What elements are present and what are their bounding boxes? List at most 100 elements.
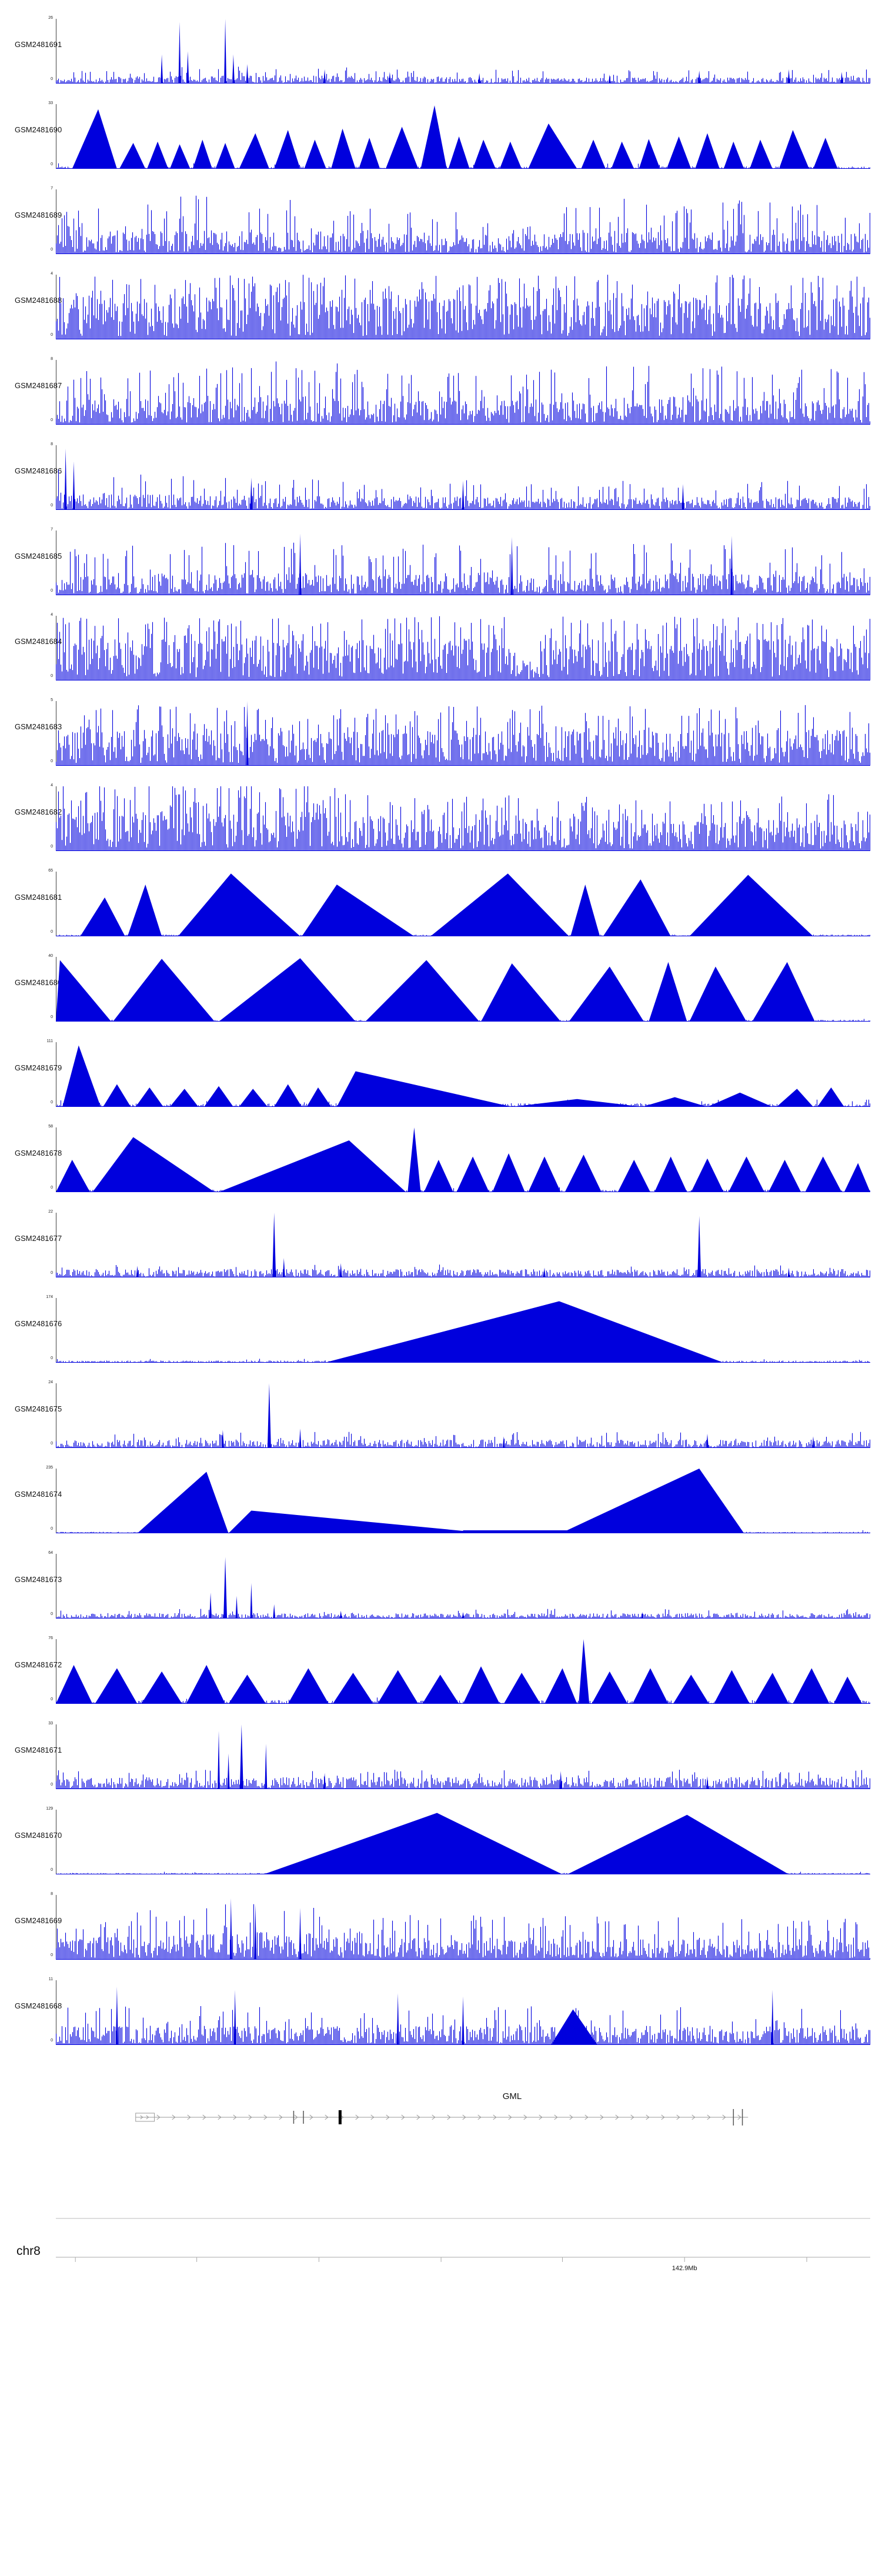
track-ymax: 7 bbox=[51, 186, 53, 191]
track-signal-plot bbox=[56, 360, 870, 425]
track-signal-plot bbox=[56, 19, 870, 84]
track-row: GSM2481683 5 0 bbox=[0, 698, 882, 784]
track-signal-plot bbox=[56, 1554, 870, 1619]
track-signal-plot bbox=[56, 189, 870, 254]
track-ymin: 0 bbox=[51, 333, 53, 337]
track-ymin: 0 bbox=[51, 503, 53, 508]
track-ymin: 0 bbox=[51, 845, 53, 849]
track-row: GSM2481685 7 0 bbox=[0, 528, 882, 613]
track-signal-plot bbox=[56, 1724, 870, 1789]
track-label: GSM2481683 bbox=[15, 722, 62, 731]
track-signal-plot bbox=[56, 1298, 870, 1363]
track-label: GSM2481677 bbox=[15, 1234, 62, 1243]
chromosome-label: chr8 bbox=[16, 2244, 41, 2258]
track-label: GSM2481689 bbox=[15, 211, 62, 219]
track-ymin: 0 bbox=[51, 930, 53, 934]
track-ymax: 8 bbox=[51, 1892, 53, 1896]
track-ymax: 8 bbox=[51, 357, 53, 361]
track-ymin: 0 bbox=[51, 1186, 53, 1190]
track-label: GSM2481678 bbox=[15, 1149, 62, 1157]
track-signal-plot bbox=[56, 1042, 870, 1107]
track-ymin: 0 bbox=[51, 77, 53, 81]
track-ymin: 0 bbox=[51, 248, 53, 252]
track-ymax: 26 bbox=[48, 16, 53, 20]
track-label: GSM2481690 bbox=[15, 125, 62, 134]
track-ymin: 0 bbox=[51, 674, 53, 678]
track-ymin: 0 bbox=[51, 2038, 53, 2043]
track-row: GSM2481675 24 0 bbox=[0, 1380, 882, 1466]
track-row: GSM2481670 129 0 bbox=[0, 1807, 882, 1893]
track-ymin: 0 bbox=[51, 1442, 53, 1446]
track-ymin: 0 bbox=[51, 589, 53, 593]
track-label: GSM2481668 bbox=[15, 2001, 62, 2010]
track-row: GSM2481680 40 0 bbox=[0, 954, 882, 1040]
gene-label: GML bbox=[502, 2091, 522, 2101]
track-ymax: 4 bbox=[51, 272, 53, 276]
gene-model bbox=[135, 2109, 749, 2125]
track-label: GSM2481676 bbox=[15, 1319, 62, 1328]
track-ymin: 0 bbox=[51, 1015, 53, 1019]
track-ymin: 0 bbox=[51, 162, 53, 166]
track-row: GSM2481689 7 0 bbox=[0, 186, 882, 272]
track-label: GSM2481686 bbox=[15, 466, 62, 475]
track-ymax: 7 bbox=[51, 528, 53, 532]
track-ymax: 5 bbox=[51, 698, 53, 702]
track-ymax: 235 bbox=[46, 1466, 53, 1470]
track-row: GSM2481688 4 0 bbox=[0, 272, 882, 358]
track-row: GSM2481673 64 0 bbox=[0, 1551, 882, 1637]
track-row: GSM2481679 111 0 bbox=[0, 1039, 882, 1125]
track-row: GSM2481671 33 0 bbox=[0, 1721, 882, 1807]
track-ymax: 174 bbox=[46, 1295, 53, 1299]
track-label: GSM2481691 bbox=[15, 40, 62, 49]
track-row: GSM2481668 11 0 bbox=[0, 1977, 882, 2063]
track-row: GSM2481684 4 0 bbox=[0, 613, 882, 699]
track-signal-plot bbox=[56, 1895, 870, 1960]
track-ymin: 0 bbox=[51, 1697, 53, 1701]
track-ymax: 4 bbox=[51, 783, 53, 788]
track-signal-plot bbox=[56, 1639, 870, 1704]
track-ymax: 40 bbox=[48, 954, 53, 958]
track-ymin: 0 bbox=[51, 1783, 53, 1787]
track-signal-plot bbox=[56, 872, 870, 936]
position-label: 142.9Mb bbox=[672, 2265, 697, 2272]
track-ymax: 24 bbox=[48, 1380, 53, 1384]
track-ymin: 0 bbox=[51, 1527, 53, 1531]
track-label: GSM2481670 bbox=[15, 1831, 62, 1840]
track-ymax: 64 bbox=[48, 1551, 53, 1555]
track-signal-plot bbox=[56, 957, 870, 1022]
track-ymin: 0 bbox=[51, 418, 53, 422]
track-ymin: 0 bbox=[51, 1100, 53, 1105]
track-list: GSM2481691 26 0 GSM2481690 33 0 GSM24816… bbox=[0, 16, 882, 2063]
track-ymin: 0 bbox=[51, 1953, 53, 1957]
track-label: GSM2481673 bbox=[15, 1575, 62, 1584]
track-signal-plot bbox=[56, 1213, 870, 1277]
track-row: GSM2481674 235 0 bbox=[0, 1466, 882, 1551]
track-label: GSM2481679 bbox=[15, 1063, 62, 1072]
track-label: GSM2481669 bbox=[15, 1916, 62, 1925]
track-ymax: 58 bbox=[48, 1125, 53, 1129]
track-signal-plot bbox=[56, 616, 870, 680]
track-ymax: 65 bbox=[48, 869, 53, 873]
track-signal-plot bbox=[56, 104, 870, 169]
track-row: GSM2481691 26 0 bbox=[0, 16, 882, 102]
track-ymin: 0 bbox=[51, 1271, 53, 1275]
track-signal-plot bbox=[56, 1383, 870, 1448]
track-label: GSM2481681 bbox=[15, 893, 62, 902]
track-ymax: 11 bbox=[48, 1977, 53, 1981]
track-signal-plot bbox=[56, 1127, 870, 1192]
track-ymax: 22 bbox=[48, 1210, 53, 1214]
track-label: GSM2481672 bbox=[15, 1660, 62, 1669]
track-row: GSM2481669 8 0 bbox=[0, 1892, 882, 1978]
track-ymin: 0 bbox=[51, 1356, 53, 1360]
track-ymax: 76 bbox=[48, 1636, 53, 1640]
track-label: GSM2481688 bbox=[15, 296, 62, 305]
track-row: GSM2481690 33 0 bbox=[0, 101, 882, 187]
track-signal-plot bbox=[56, 530, 870, 595]
track-signal-plot bbox=[56, 1810, 870, 1874]
track-signal-plot bbox=[56, 275, 870, 339]
track-label: GSM2481685 bbox=[15, 552, 62, 560]
track-row: GSM2481676 174 0 bbox=[0, 1295, 882, 1381]
chromosome-ruler: 142.9Mb bbox=[56, 2218, 870, 2272]
track-signal-plot bbox=[56, 1469, 870, 1533]
